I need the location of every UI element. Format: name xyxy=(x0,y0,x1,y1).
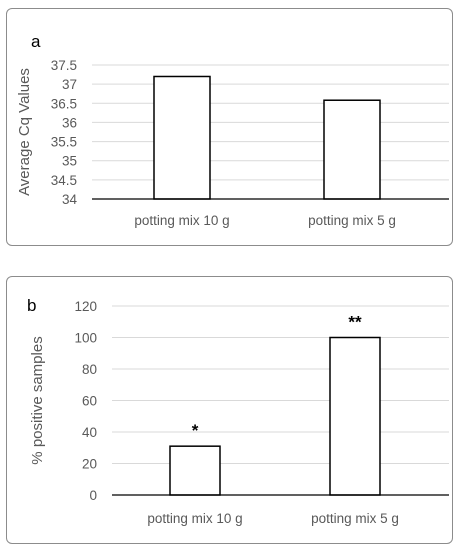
y-tick-label: 35 xyxy=(62,154,77,169)
bar xyxy=(329,336,381,496)
x-category-label: potting mix 10 g xyxy=(147,511,242,526)
panel-label: a xyxy=(31,32,41,51)
x-category-label: potting mix 5 g xyxy=(308,213,396,228)
y-tick-label: 37.5 xyxy=(51,58,77,73)
chart-b-svg: b 120 100 80 60 40 20 0 potting mix 10 g * potting… xyxy=(27,296,449,526)
y-tick-label: 40 xyxy=(82,425,97,440)
y-tick-label: 34.5 xyxy=(51,173,77,188)
significance-marker: ** xyxy=(348,313,362,332)
y-tick-label: 20 xyxy=(82,457,97,472)
y-tick-label: 100 xyxy=(74,331,97,346)
y-tick-label: 36 xyxy=(62,115,77,130)
chart-panel-b: b 120 100 80 60 40 20 0 potting mix 10 g * potting… xyxy=(6,276,453,544)
y-tick-label: 0 xyxy=(89,488,97,503)
y-tick-label: 34 xyxy=(62,192,78,207)
chart-panel-a: a 37.5 37 36.5 36 35.5 35 34.5 34 potting mix 10 … xyxy=(6,8,453,246)
significance-marker: * xyxy=(192,421,199,440)
panel-label: b xyxy=(27,296,36,315)
x-category-label: potting mix 5 g xyxy=(311,511,399,526)
y-tick-label: 36.5 xyxy=(51,96,77,111)
y-tick-label: 120 xyxy=(74,299,97,314)
y-tick-label: 35.5 xyxy=(51,135,77,150)
x-category-label: potting mix 10 g xyxy=(134,213,229,228)
y-tick-label: 60 xyxy=(82,394,97,409)
bar xyxy=(323,99,381,200)
y-axis-title: % positive samples xyxy=(29,336,46,464)
bar xyxy=(169,445,221,496)
chart-a-svg: a 37.5 37 36.5 36 35.5 35 34.5 34 potting mix 10 … xyxy=(16,32,449,228)
y-tick-label: 37 xyxy=(62,77,77,92)
y-axis-title: Average Cq Values xyxy=(16,68,33,196)
bar xyxy=(153,75,211,200)
y-tick-label: 80 xyxy=(82,362,97,377)
